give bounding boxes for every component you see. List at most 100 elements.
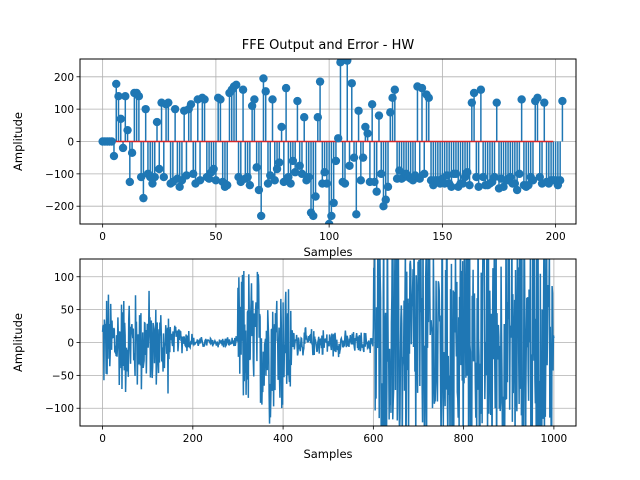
stem-marker — [512, 185, 522, 195]
stem-marker — [320, 168, 329, 177]
stem-marker — [263, 179, 273, 188]
stem-marker — [118, 143, 128, 153]
x-tick-label: 100 — [319, 231, 339, 243]
stem-marker — [288, 156, 298, 166]
stem-marker — [175, 182, 184, 191]
stem-plot-ylabel: Amplitude — [11, 112, 25, 171]
stem-marker — [555, 176, 565, 185]
x-tick-label: 800 — [454, 433, 474, 445]
stem-marker — [535, 172, 544, 182]
error-plot-ticks: 0 200 400 600 800 1000 −100 −50 0 50 100 — [45, 272, 567, 445]
stem-marker — [372, 187, 381, 196]
stem-marker — [281, 83, 291, 93]
stem-marker — [465, 180, 474, 190]
stem-marker — [238, 85, 248, 94]
stem-marker — [558, 96, 567, 106]
stem-marker — [109, 151, 119, 161]
stem-plot-markers — [98, 59, 567, 224]
error-plot-frame — [79, 258, 577, 427]
stem-marker — [447, 182, 456, 191]
stem-marker — [270, 176, 279, 185]
stem-marker — [195, 176, 205, 185]
stem-marker — [134, 92, 144, 101]
y-tick-label: −100 — [45, 403, 74, 415]
x-tick-label: 1000 — [541, 433, 568, 445]
stem-marker — [286, 179, 295, 188]
stem-marker — [478, 172, 488, 182]
stem-marker — [442, 171, 452, 180]
stem-marker — [284, 172, 293, 182]
stem-marker — [499, 182, 508, 191]
stem-marker — [182, 171, 191, 180]
stem-marker — [528, 176, 538, 185]
stem-marker — [297, 169, 307, 179]
stem-marker — [277, 122, 286, 132]
stem-marker — [136, 172, 146, 182]
x-tick-label: 200 — [183, 433, 203, 445]
stem-marker — [345, 161, 354, 170]
stem-marker — [223, 180, 232, 190]
stem-marker — [324, 219, 334, 224]
stem-marker — [340, 179, 350, 188]
stem-marker — [200, 95, 209, 104]
stem-marker — [374, 111, 384, 120]
stem-marker — [275, 158, 284, 167]
y-tick-label: 100 — [54, 272, 74, 284]
stem-marker — [295, 161, 304, 170]
stem-marker — [268, 95, 277, 104]
x-tick-label: 0 — [99, 433, 106, 445]
stem-marker — [139, 193, 148, 203]
stem-plot-ticks: 0 50 100 150 200 −200 −100 0 100 200 — [45, 72, 565, 243]
stem-marker — [170, 104, 180, 114]
stem-marker — [116, 114, 125, 124]
stem-marker — [150, 172, 159, 182]
stem-marker — [252, 163, 261, 172]
stem-marker — [125, 177, 135, 187]
stem-marker — [254, 185, 264, 195]
stem-marker — [336, 59, 345, 67]
stem-marker — [189, 169, 198, 179]
stem-marker — [107, 137, 116, 146]
stem-marker — [367, 100, 377, 109]
stem-marker — [458, 179, 467, 188]
stem-marker — [300, 113, 309, 122]
stem-marker — [216, 95, 225, 104]
stem-plot-axes: 0 50 100 150 200 −200 −100 0 100 200 Samples Ampl… — [11, 58, 577, 259]
stem-marker — [379, 202, 388, 211]
error-series-line — [101, 259, 555, 426]
stem-marker — [386, 108, 395, 117]
stem-marker — [141, 104, 150, 114]
stem-marker — [311, 192, 320, 201]
y-tick-label: 0 — [67, 338, 74, 350]
stem-marker — [209, 164, 218, 174]
stem-plot-frame — [79, 58, 577, 225]
stem-marker — [540, 98, 549, 107]
stem-marker — [510, 179, 520, 188]
stem-marker — [155, 164, 164, 174]
stem-marker — [245, 180, 255, 190]
stem-marker — [420, 169, 429, 179]
stem-marker — [424, 93, 433, 103]
stem-marker — [313, 113, 323, 122]
stem-marker — [333, 134, 343, 143]
stem-marker — [211, 176, 221, 185]
stem-marker — [383, 182, 393, 191]
stem-marker — [356, 176, 366, 185]
error-plot-xlabel: Samples — [303, 447, 352, 461]
stem-marker — [417, 83, 427, 93]
stem-marker — [247, 101, 257, 111]
stem-marker — [322, 179, 332, 188]
stem-marker — [492, 98, 501, 107]
stem-marker — [533, 93, 542, 103]
stem-marker — [474, 182, 483, 191]
stem-marker — [232, 80, 241, 90]
stem-marker — [506, 172, 515, 182]
stem-marker — [309, 211, 318, 221]
stem-marker — [467, 98, 477, 107]
stem-marker — [388, 93, 397, 103]
error-plot-ylabel: Amplitude — [11, 313, 25, 372]
stem-marker — [290, 168, 300, 177]
stem-marker — [127, 148, 137, 158]
stem-marker — [515, 169, 524, 179]
stem-marker — [121, 92, 130, 101]
